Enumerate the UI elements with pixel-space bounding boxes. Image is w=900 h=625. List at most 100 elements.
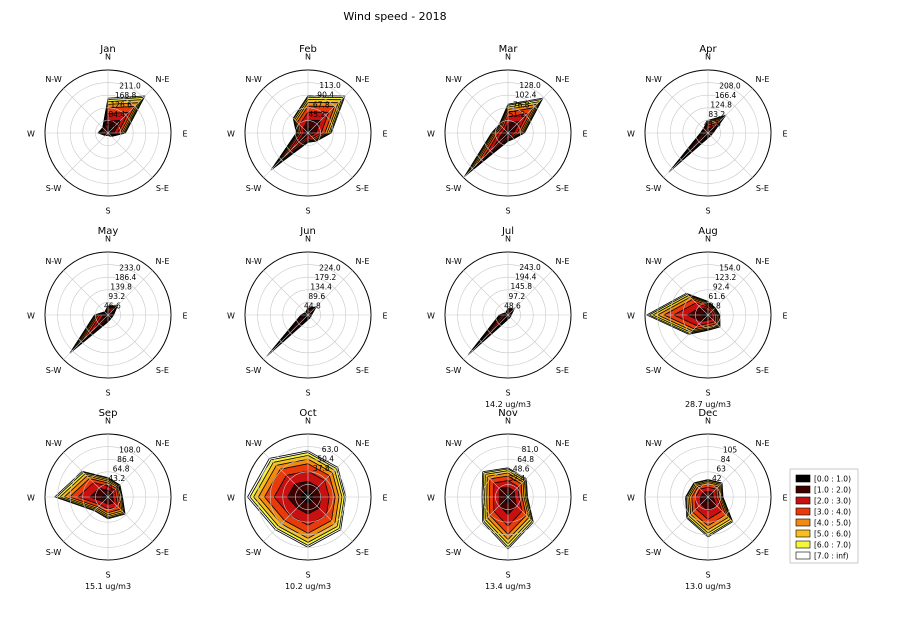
radial-tick-label: 21.6 [104,483,121,492]
compass-label: E [782,312,787,321]
radial-tick-label: 166.4 [715,91,737,100]
compass-label: N-W [645,257,662,266]
legend-entry: [5.0 : 6.0) [814,530,851,539]
radial-tick-label: 211.0 [119,81,141,90]
compass-label: S [505,207,510,216]
compass-label: S [105,571,110,580]
compass-label: S-E [556,184,569,193]
compass-label: S-E [356,548,369,557]
compass-label: N-E [555,75,569,84]
legend-swatch [795,507,811,516]
panel-title: Aug [698,226,718,237]
radial-tick-label: 90.4 [317,91,334,100]
compass-label: N-W [45,257,62,266]
compass-label: E [582,312,587,321]
compass-label: N [705,235,711,244]
radial-tick-label: 84.4 [108,110,125,119]
compass-label: S-W [246,548,262,557]
compass-label: N-W [445,257,462,266]
grid-spoke [663,270,753,360]
panel-caption: 15.1 ug/m3 [85,582,131,591]
panel-title: May [98,226,119,237]
radial-tick-label: 108.0 [119,445,141,454]
panel-title: Feb [299,44,317,55]
compass-label: S [305,207,310,216]
radial-tick-label: 41.6 [704,119,721,128]
radial-tick-label: 134.4 [310,283,332,292]
radial-tick-label: 67.8 [313,100,330,109]
compass-label: S [505,571,510,580]
radial-tick-label: 102.4 [515,91,537,100]
compass-label: N-E [355,75,369,84]
legend-swatch [795,518,811,527]
compass-label: E [782,130,787,139]
compass-label: E [782,494,787,503]
compass-label: S-W [646,184,662,193]
compass-label: N-E [355,439,369,448]
radial-tick-label: 64.8 [113,464,130,473]
compass-label: N-W [445,75,462,84]
radial-tick-label: 97.2 [508,292,525,301]
compass-label: N-W [245,439,262,448]
compass-label: N-W [245,75,262,84]
compass-label: S-W [46,548,62,557]
compass-label: S-W [46,184,62,193]
panel-title: Jan [99,44,115,55]
radial-tick-label: 92.4 [713,282,730,291]
radial-tick-label: 126.6 [110,100,132,109]
radial-tick-label: 93.2 [108,292,125,301]
compass-label: S-E [156,548,169,557]
radial-tick-label: 105 [723,445,738,454]
compass-label: N [305,235,311,244]
compass-label: S-W [246,184,262,193]
panel-caption: 10.2 ug/m3 [285,582,331,591]
radial-tick-label: 86.4 [117,455,134,464]
compass-label: S-W [246,366,262,375]
radial-tick-label: 63 [716,464,726,473]
compass-label: W [427,494,435,503]
compass-label: W [627,130,635,139]
compass-label: S-E [756,548,769,557]
radial-tick-label: 179.2 [315,273,337,282]
legend-entry: [2.0 : 3.0) [814,497,851,506]
compass-label: N-E [155,75,169,84]
compass-label: S [305,389,310,398]
radial-tick-label: 76.8 [513,100,530,109]
panel-caption: 14.2 ug/m3 [485,400,531,409]
radial-tick-label: 46.6 [104,301,121,310]
panel-title: Mar [499,44,519,55]
radial-tick-label: 123.2 [715,273,737,282]
compass-label: N-E [155,439,169,448]
compass-label: N [305,53,311,62]
legend-swatch [795,496,811,505]
compass-label: S [305,571,310,580]
compass-label: N [505,417,511,426]
compass-label: S-W [646,548,662,557]
legend-swatch [795,474,811,483]
grid-spoke [463,452,553,542]
compass-label: N [705,53,711,62]
radial-tick-label: 113.0 [319,81,341,90]
radial-tick-label: 194.4 [515,273,537,282]
compass-label: N [105,235,111,244]
compass-label: N-W [45,439,62,448]
radial-tick-label: 64.8 [517,455,534,464]
compass-label: W [227,494,235,503]
compass-label: N-E [755,257,769,266]
radial-tick-label: 48.6 [513,464,530,473]
radial-tick-label: 48.6 [504,301,521,310]
compass-label: S-E [156,184,169,193]
grid-spoke [263,88,353,178]
compass-label: S-E [356,366,369,375]
compass-label: S-W [46,366,62,375]
grid-spoke [63,452,153,542]
